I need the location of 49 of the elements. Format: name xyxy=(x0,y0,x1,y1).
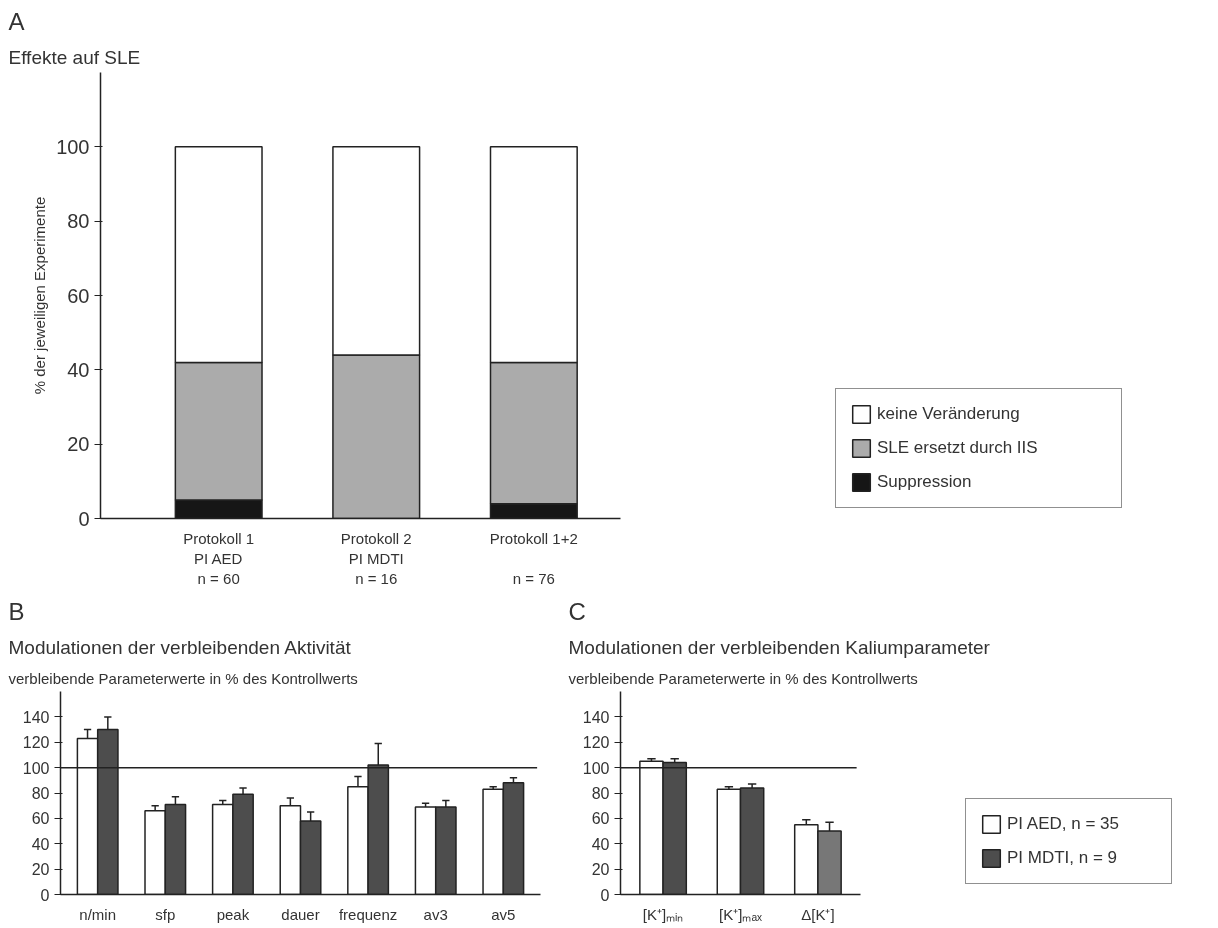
y-tick-label: 60 xyxy=(67,284,90,307)
text: C xyxy=(568,597,586,625)
x-tick-label: peak xyxy=(216,905,250,923)
y-tick-label: 140 xyxy=(582,708,610,726)
y-tick-label: 0 xyxy=(78,507,90,530)
x-tick-label: frequenz xyxy=(338,905,398,923)
legend-label: Suppression xyxy=(877,472,973,492)
y-tick-label: 0 xyxy=(40,886,50,904)
y-tick-label: 20 xyxy=(31,861,50,879)
chart-subtitle: verbleibende Parameterwerte in % des Kontrollwerts xyxy=(8,669,358,687)
y-tick-label: 100 xyxy=(582,759,610,777)
y-tick-label: 100 xyxy=(22,759,50,777)
y-tick-label: 80 xyxy=(31,785,50,802)
text: B xyxy=(8,597,25,625)
y-tick-label: 80 xyxy=(591,785,610,802)
legend-label: PI MDTI, n = 9 xyxy=(1007,848,1119,868)
x-tick-label: av3 xyxy=(423,905,448,923)
y-tick-label: 40 xyxy=(591,835,610,853)
y-tick-label: 40 xyxy=(31,835,50,853)
chart-title: Effekte auf SLE xyxy=(8,46,141,68)
x-tick-label: Δ[K⁺] xyxy=(801,905,835,923)
text: A xyxy=(8,7,25,35)
y-tick-label: 140 xyxy=(22,708,50,726)
x-tick-label: dauer xyxy=(281,905,320,923)
y-tick-label: 120 xyxy=(22,734,50,752)
x-tick-label: n/min xyxy=(79,905,117,923)
x-tick-label: Protokoll 2 PI MDTI n = 16 xyxy=(340,529,412,588)
legend-label: SLE ersetzt durch IIS xyxy=(877,438,1039,458)
chart-subtitle: verbleibende Parameterwerte in % des Kontrollwerts xyxy=(568,669,918,687)
x-tick-label: [K⁺]ₘᵢₙ xyxy=(642,905,684,923)
y-tick-label: 0 xyxy=(600,886,610,904)
x-tick-label: [K⁺]ₘₐₓ xyxy=(719,905,762,923)
y-tick-label: 80 xyxy=(67,210,90,233)
y-tick-label: 20 xyxy=(591,861,610,879)
chart-title: Modulationen der verbleibenden Aktivität xyxy=(8,636,352,658)
x-tick-label: sfp xyxy=(155,905,176,923)
category-label: Protokoll 1+2 n = 76 xyxy=(489,529,578,588)
chart-title: Modulationen der verbleibenden Kaliumparameter xyxy=(568,636,991,658)
y-tick-label: 120 xyxy=(582,734,610,752)
x-tick-label: Protokoll 1 PI AED n = 60 xyxy=(183,529,255,588)
legend-label: PI AED, n = 35 xyxy=(1007,814,1120,834)
y-axis-title: % der jeweiligen Experimente xyxy=(31,196,49,395)
y-tick-label: 60 xyxy=(31,810,50,828)
y-tick-label: 60 xyxy=(591,810,610,828)
y-tick-label: 20 xyxy=(67,433,90,456)
y-tick-label: 40 xyxy=(67,358,90,381)
x-tick-label: av5 xyxy=(491,905,516,923)
legend-label: keine Veränderung xyxy=(877,404,1021,424)
y-tick-label: 100 xyxy=(56,135,90,158)
